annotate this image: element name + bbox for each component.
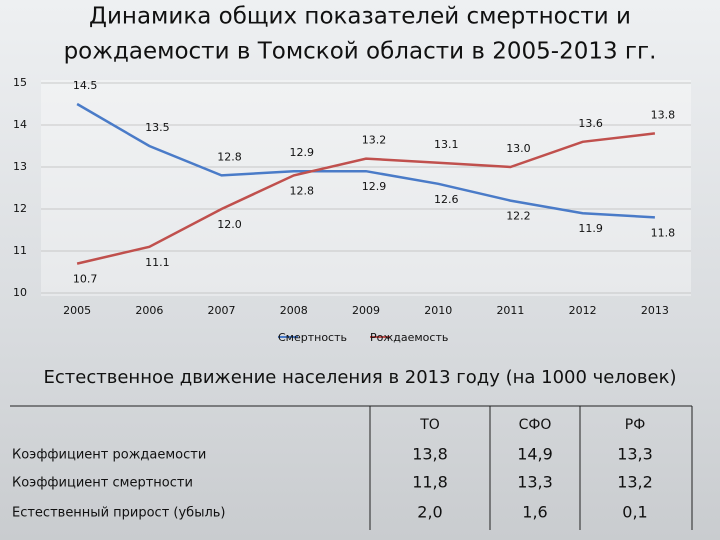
data-label: 12.9 xyxy=(362,180,387,193)
data-label: 11.8 xyxy=(651,226,676,239)
table-cell: 13,3 xyxy=(617,445,653,464)
table-caption: Естественное движение населения в 2013 г… xyxy=(44,367,677,388)
legend-label: Смертность xyxy=(278,331,347,344)
data-label: 13.5 xyxy=(145,121,170,134)
x-tick-label: 2010 xyxy=(424,304,452,317)
table-cell: 13,3 xyxy=(517,473,553,492)
data-label: 12.9 xyxy=(290,146,315,159)
y-tick-label: 15 xyxy=(13,76,27,89)
table-cell: 2,0 xyxy=(417,503,442,522)
data-label: 14.5 xyxy=(73,79,98,92)
x-tick-label: 2013 xyxy=(641,304,669,317)
y-tick-label: 10 xyxy=(13,286,27,299)
y-tick-label: 11 xyxy=(13,244,27,257)
x-tick-label: 2007 xyxy=(208,304,236,317)
data-label: 12.8 xyxy=(217,150,242,163)
table-cell: 14,9 xyxy=(517,445,553,464)
table-cell: 13,2 xyxy=(617,473,653,492)
y-tick-label: 12 xyxy=(13,202,27,215)
table-header: РФ xyxy=(625,417,646,433)
data-label: 13.2 xyxy=(362,134,387,147)
table-cell: 0,1 xyxy=(622,503,647,522)
row-label: Коэффициент смертности xyxy=(12,476,193,491)
title-line: рождаемости в Томской области в 2005-201… xyxy=(64,39,657,65)
x-tick-label: 2006 xyxy=(135,304,163,317)
data-label: 12.0 xyxy=(217,218,242,231)
x-tick-label: 2005 xyxy=(63,304,91,317)
table-cell: 13,8 xyxy=(412,445,448,464)
y-tick-label: 14 xyxy=(13,118,27,131)
series-line xyxy=(76,102,655,219)
series-line xyxy=(76,132,656,265)
table-header: ТО xyxy=(419,417,440,433)
y-tick-label: 13 xyxy=(13,160,27,173)
x-tick-label: 2011 xyxy=(496,304,524,317)
data-label: 13.8 xyxy=(651,108,676,121)
x-tick-label: 2008 xyxy=(280,304,308,317)
data-label: 10.7 xyxy=(73,273,98,286)
data-label: 11.1 xyxy=(145,256,170,269)
data-label: 13.0 xyxy=(506,142,531,155)
plot-area xyxy=(41,80,691,296)
data-label: 12.8 xyxy=(290,184,315,197)
table-cell: 1,6 xyxy=(522,503,547,522)
row-label: Естественный прирост (убыль) xyxy=(12,506,226,521)
data-label: 13.6 xyxy=(578,117,603,130)
table-cell: 11,8 xyxy=(412,473,448,492)
data-label: 13.1 xyxy=(434,138,459,151)
data-label: 11.9 xyxy=(578,222,603,235)
data-label: 12.2 xyxy=(506,210,531,223)
row-label: Коэффициент рождаемости xyxy=(12,448,206,463)
title-line: Динамика общих показателей смертности и xyxy=(89,4,631,30)
x-tick-label: 2009 xyxy=(352,304,380,317)
x-tick-label: 2012 xyxy=(569,304,597,317)
legend-label: Рождаемость xyxy=(370,331,448,344)
data-label: 12.6 xyxy=(434,193,459,206)
table-header: СФО xyxy=(519,417,552,433)
